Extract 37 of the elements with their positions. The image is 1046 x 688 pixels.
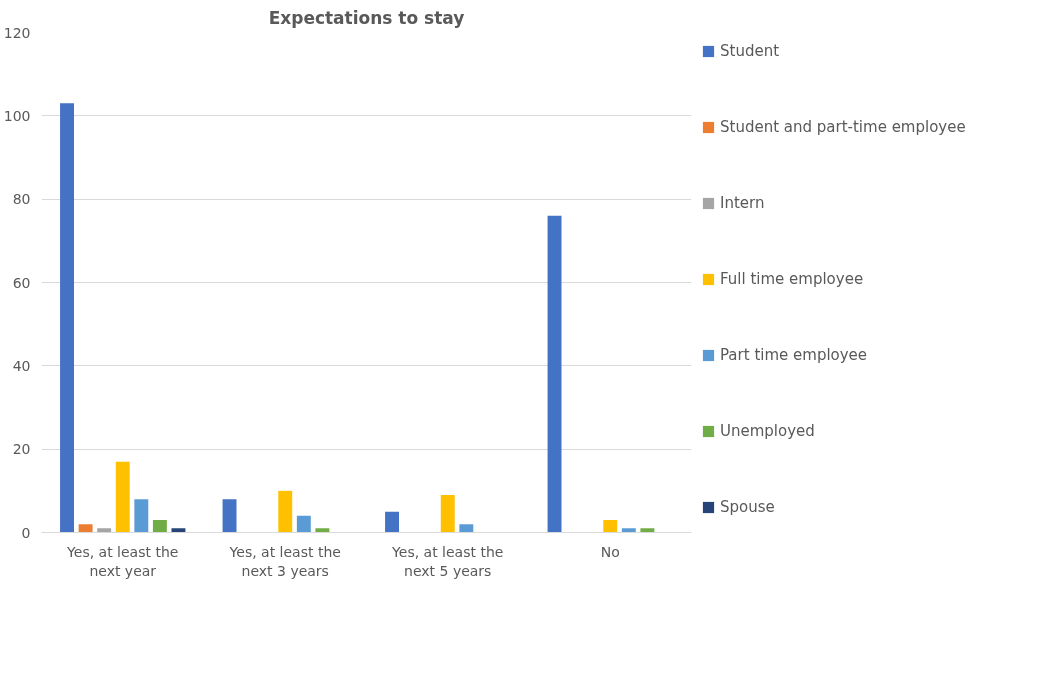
legend-label: Spouse [720,498,775,516]
bar [315,528,330,533]
bar [97,528,112,533]
bar [78,524,93,533]
legend-label: Unemployed [720,422,815,440]
y-tick-label: 0 [21,524,31,541]
bar [152,520,167,533]
bar [222,499,237,533]
y-tick-label: 80 [12,191,31,208]
bar [115,461,130,533]
x-tick-label: Yes, at least the next year [66,543,179,579]
bar [134,499,149,533]
y-tick-label: 20 [12,441,31,458]
legend-label: Intern [720,194,765,212]
bar [547,215,562,533]
bar [440,495,455,533]
chart-title: Expectations to stay [268,7,465,28]
bar [640,528,655,533]
bar [385,511,399,533]
x-tick-label: No [600,543,620,560]
x-tick-label: Yes, at least the next 3 years [228,543,341,579]
legend-label: Part time employee [720,346,868,364]
legend-label: Student [720,42,780,60]
bar [171,528,186,533]
y-tick-label: 40 [12,357,31,374]
bar [278,490,293,533]
bar [60,103,74,533]
bar [459,524,474,533]
legend-label: Full time employee [720,270,864,288]
bar [621,528,636,533]
bar [603,520,618,533]
y-tick-label: 60 [12,274,31,291]
legend-label: Student and part-time employee [720,118,966,136]
y-tick-label: 100 [3,107,31,124]
bar [296,515,311,533]
x-tick-label: Yes, at least the next 5 years [391,543,504,579]
y-tick-label: 120 [3,24,31,41]
